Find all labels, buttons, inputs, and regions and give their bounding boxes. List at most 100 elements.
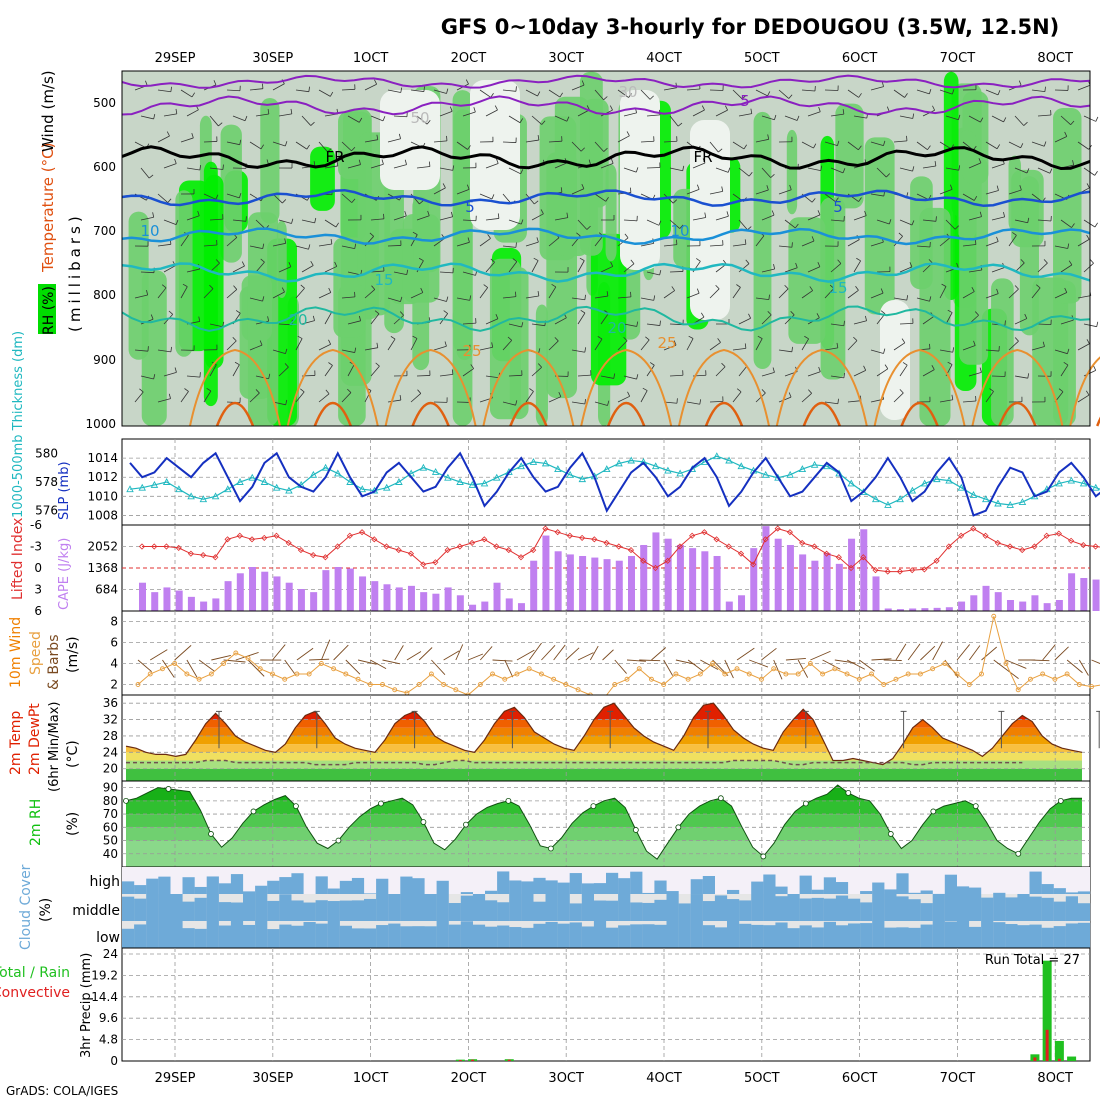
wind-barb-flag [184, 388, 189, 392]
wind-barb-flag [974, 311, 979, 316]
wind-barb-flag [536, 237, 539, 243]
wind-barb [669, 167, 683, 172]
cloud-block [956, 921, 970, 948]
wind-label-b: Speed [28, 631, 44, 675]
wind-barb-flag [675, 239, 678, 245]
wind-barb-flag [888, 219, 892, 225]
cloud-block [981, 897, 994, 921]
wind-barb [640, 339, 650, 351]
top-date-label: 29SEP [155, 51, 196, 66]
wind-barb [899, 322, 914, 325]
wind-barb [1031, 346, 1045, 351]
cloud-block [509, 927, 522, 948]
rh-point [760, 853, 767, 860]
wind-barb-flag [989, 388, 994, 392]
cloud-block [1041, 927, 1054, 948]
contour-label: 10 [140, 222, 159, 240]
wind-speed-point [746, 671, 752, 677]
rh-point [1057, 797, 1064, 804]
wind-barb-flag [354, 243, 357, 249]
wind-barb [140, 115, 154, 120]
wind-barb [416, 375, 431, 377]
wind-barb [347, 164, 361, 169]
wind-barb [295, 287, 305, 299]
wind-barb-flag [285, 399, 288, 405]
wind-barb-flag [973, 340, 976, 346]
rh-blob [991, 278, 1014, 426]
cape-bar [799, 554, 807, 611]
wind-barb-flag [699, 399, 702, 405]
wind-barb-flag [288, 262, 292, 267]
cloud-block [218, 902, 231, 921]
cloud-block [460, 892, 473, 894]
wind-barb [393, 314, 404, 325]
wind-barb [692, 162, 706, 169]
wind-barb [1077, 343, 1090, 351]
wind-speed-point [490, 671, 495, 677]
contour-label: FR [693, 148, 712, 166]
cape-bar [310, 592, 318, 611]
surface-barb [602, 649, 614, 661]
wind-barb-flag [635, 167, 639, 173]
rh-point [165, 786, 172, 792]
wind-barb-flag [881, 81, 884, 87]
wind-barb [232, 265, 245, 273]
wind-barb [393, 115, 408, 118]
wind-barb [485, 218, 499, 221]
li-point [187, 550, 194, 557]
dewpoint-line [126, 759, 1023, 766]
wind-barb [870, 86, 884, 91]
bottom-date-axis: 29SEP 30SEP 1OCT 2OCT 3OCT 4OCT 5OCT 6OCT 7OCT 8O… [155, 1071, 1073, 1086]
wind-barb [272, 141, 286, 147]
wind-barb [1077, 141, 1089, 150]
wind-barb-flag [262, 296, 265, 302]
li-point [774, 525, 781, 532]
wind-barb [830, 219, 844, 222]
wind-barb [761, 268, 775, 273]
wind-barb [157, 135, 170, 143]
wind-barb [807, 214, 821, 221]
cape-bar [554, 551, 562, 611]
wind-barb-flag [717, 338, 721, 343]
cloud-block [775, 886, 788, 894]
wind-barb-flag [973, 196, 978, 201]
wind-barb-flag [175, 108, 178, 114]
rh-point [420, 819, 427, 825]
wind-barb-flag [767, 134, 770, 140]
cape-bar [750, 548, 758, 611]
wind-barb [462, 219, 477, 222]
precip-label-b: Convective [0, 985, 70, 1001]
wind-barb-flag [581, 80, 585, 86]
wind-barb [456, 297, 470, 301]
wind-barb-flag [837, 398, 839, 404]
surface-barb [406, 651, 422, 661]
cloud-block [327, 901, 340, 921]
cloud-block [134, 885, 147, 894]
tick-label: 1000 [85, 417, 116, 431]
cloud-block [194, 928, 207, 948]
wind-barb [1031, 89, 1045, 93]
cloud-block [400, 926, 413, 948]
wind-barb-flag [603, 147, 608, 152]
wind-barb [393, 164, 407, 169]
li-point [945, 543, 952, 550]
wind-barb [209, 115, 219, 127]
wind-barb [824, 141, 838, 147]
wind-barb [571, 188, 585, 195]
wind-barb-flag [234, 361, 240, 366]
cloud-block [243, 891, 256, 894]
wind-barb-flag [182, 283, 188, 287]
surface-wind-barbs [137, 639, 1100, 680]
cape-bar [359, 576, 367, 611]
wind-barb-flag [267, 109, 270, 115]
cloud-block [1041, 884, 1054, 894]
top-date-label: 6OCT [842, 51, 878, 66]
wind-barb [991, 267, 1005, 273]
cloud-label-b: (%) [38, 898, 54, 922]
wind-barb [186, 268, 200, 273]
wind-barb [663, 87, 677, 91]
wind-barb-flag [452, 165, 455, 171]
cloud-block [1065, 892, 1078, 894]
tick-label: 50 [103, 834, 118, 848]
cloud-block [134, 898, 147, 921]
